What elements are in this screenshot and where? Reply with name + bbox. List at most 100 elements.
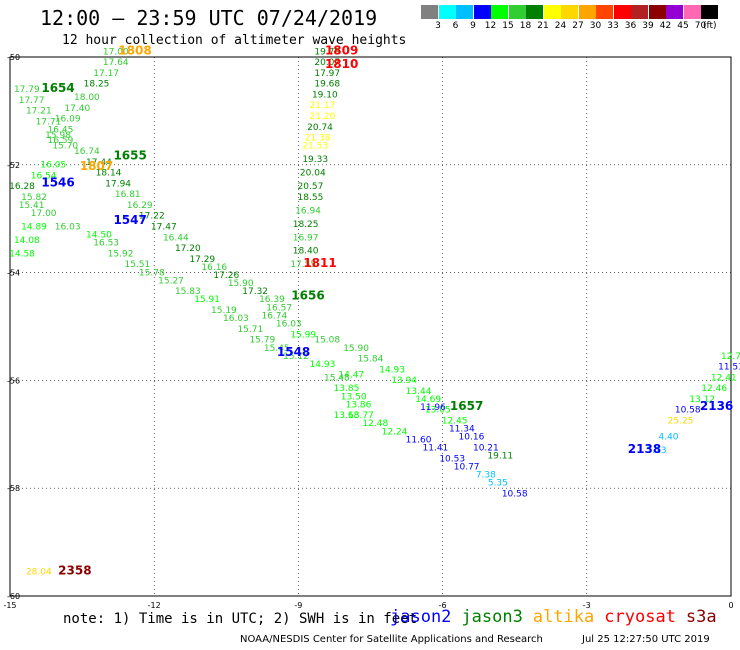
swh-point: 16.74 bbox=[261, 311, 287, 321]
swh-point: 28.04 bbox=[26, 567, 52, 577]
swh-point: 16.03 bbox=[276, 320, 302, 330]
swh-point: 15.70 bbox=[52, 142, 78, 152]
note-text: note: 1) Time is in UTC; 2) SWH is in fe… bbox=[63, 611, 418, 627]
swh-point: 15.78 bbox=[139, 268, 165, 278]
swh-point: 15.83 bbox=[175, 287, 201, 297]
pass-time-label: 1548 bbox=[277, 345, 310, 359]
swh-point: 16.09 bbox=[55, 115, 81, 125]
swh-point: 13.44 bbox=[406, 387, 432, 397]
swh-point: 14.47 bbox=[338, 371, 364, 381]
swh-point: 16.57 bbox=[266, 303, 292, 313]
swh-point: 13.12 bbox=[689, 395, 715, 405]
swh-point: 13.86 bbox=[346, 400, 372, 410]
satellite-jason3: jason3 bbox=[461, 607, 523, 627]
y-tick-label: -52 bbox=[7, 161, 20, 170]
legend-label: 33 bbox=[607, 21, 619, 31]
swh-point: 13.94 bbox=[391, 376, 417, 386]
swh-point: 17.94 bbox=[105, 179, 131, 189]
legend-label: 18 bbox=[519, 21, 532, 31]
swh-point: 17.40 bbox=[64, 104, 90, 114]
swh-point: 17.26 bbox=[213, 271, 239, 281]
satellite-altika: altika bbox=[532, 607, 595, 627]
swh-point: 16.45 bbox=[48, 125, 74, 135]
swh-point: 10.21 bbox=[473, 443, 499, 453]
swh-point: 10.16 bbox=[459, 433, 485, 443]
swh-point: 15.98 bbox=[45, 131, 71, 141]
swh-point: 12.41 bbox=[711, 373, 737, 383]
legend-label: 3 bbox=[435, 21, 441, 31]
swh-point: 10.58 bbox=[675, 406, 701, 416]
legend-label: 70 bbox=[694, 21, 707, 31]
swh-point: 18.40 bbox=[293, 247, 319, 257]
swh-point: 15.99 bbox=[290, 330, 316, 340]
legend-swatch bbox=[578, 5, 596, 19]
satellite-jason2: jason2 bbox=[390, 607, 452, 627]
pass-time-label: 2358 bbox=[58, 563, 91, 577]
pass-time-label: 1810 bbox=[325, 57, 358, 71]
swh-point: 15.90 bbox=[343, 344, 369, 354]
swh-point: 15.08 bbox=[314, 336, 340, 346]
swh-point: 17.22 bbox=[139, 212, 165, 222]
pass-time-label: 1808 bbox=[118, 43, 151, 57]
legend-label: 30 bbox=[589, 21, 602, 31]
swh-point: 17.47 bbox=[151, 222, 177, 232]
swh-point: 15.79 bbox=[249, 336, 275, 346]
swh-point: 18.25 bbox=[293, 220, 319, 230]
x-tick-label: -3 bbox=[583, 601, 591, 610]
x-tick-label: 0 bbox=[728, 601, 733, 610]
swh-point: 20.04 bbox=[300, 169, 326, 179]
legend-swatch bbox=[666, 5, 683, 19]
swh-point: 15.92 bbox=[108, 249, 134, 259]
pass-time-label: 1657 bbox=[450, 399, 483, 413]
swh-point: 10.77 bbox=[454, 462, 480, 472]
satellite-cryosat: cryosat bbox=[604, 607, 676, 627]
legend-unit: (ft) bbox=[703, 21, 717, 31]
swh-point: 13.85 bbox=[334, 384, 360, 394]
swh-point: 17.64 bbox=[103, 58, 129, 68]
swh-point: 17.00 bbox=[103, 47, 129, 57]
y-tick-label: -54 bbox=[7, 269, 20, 278]
swh-point: 5.35 bbox=[488, 479, 508, 489]
legend-label: 12 bbox=[484, 21, 497, 31]
swh-point: 15.48 bbox=[324, 373, 350, 383]
swh-point: 17.55 bbox=[290, 260, 316, 270]
pass-time-label: 1655 bbox=[113, 148, 146, 162]
swh-point: 13.05 bbox=[425, 406, 451, 416]
swh-point: 20.74 bbox=[307, 123, 333, 133]
swh-point: 15.51 bbox=[124, 260, 150, 270]
swh-point: 11.41 bbox=[423, 443, 449, 453]
swh-point: 11.34 bbox=[449, 425, 475, 435]
swh-point: 19.11 bbox=[487, 452, 513, 462]
swh-point: 21.53 bbox=[302, 142, 328, 152]
swh-point: 16.74 bbox=[74, 147, 100, 157]
legend-swatch bbox=[631, 5, 648, 19]
swh-point: 18.55 bbox=[298, 193, 324, 203]
swh-point: 17.17 bbox=[93, 69, 119, 79]
swh-point: 15.45 bbox=[264, 344, 290, 354]
legend-label: 15 bbox=[502, 21, 514, 31]
legend-swatch bbox=[596, 5, 613, 19]
swh-point: 19.79 bbox=[314, 47, 340, 57]
swh-point: 16.53 bbox=[93, 239, 119, 249]
swh-point: 17.00 bbox=[31, 209, 57, 219]
x-tick-label: -15 bbox=[3, 601, 16, 610]
page-subtitle: 12 hour collection of altimeter wave hei… bbox=[62, 33, 407, 48]
swh-point: 12.45 bbox=[442, 417, 468, 427]
swh-point: 15.41 bbox=[19, 201, 45, 211]
swh-point: 16.05 bbox=[40, 160, 66, 170]
credit-timestamp: Jul 25 12:27:50 UTC 2019 bbox=[582, 634, 710, 645]
swh-point: 15.27 bbox=[158, 276, 184, 286]
swh-point: 17.21 bbox=[26, 107, 52, 117]
swh-point: 12.46 bbox=[701, 384, 727, 394]
swh-point: 13.50 bbox=[341, 392, 367, 402]
swh-point: 16.39 bbox=[259, 295, 285, 305]
swh-point: 14.89 bbox=[21, 222, 47, 232]
legend-label: 36 bbox=[624, 21, 637, 31]
swh-point: 15.71 bbox=[237, 325, 263, 335]
swh-point: 11.96 bbox=[420, 403, 446, 413]
swh-point: 25.25 bbox=[668, 417, 694, 427]
swh-point: 18.14 bbox=[96, 169, 122, 179]
legend-swatch bbox=[648, 5, 666, 19]
legend-swatch bbox=[543, 5, 561, 19]
legend-swatch bbox=[508, 5, 526, 19]
